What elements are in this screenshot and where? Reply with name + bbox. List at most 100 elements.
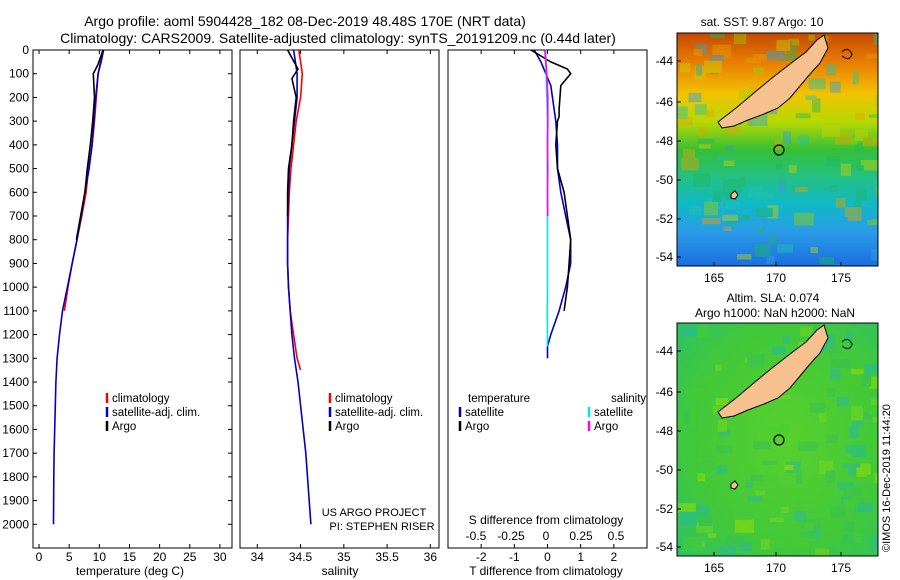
texture-cell: [776, 45, 787, 54]
map-x-tick-label: 165: [704, 271, 724, 285]
texture-cell: [842, 463, 861, 468]
x-tick-label: 25: [183, 550, 197, 564]
texture-cell: [739, 541, 752, 552]
texture-cell: [703, 201, 719, 216]
texture-cell: [708, 197, 724, 209]
texture-cell: [723, 179, 742, 193]
title-line-1: Argo profile: aoml 5904428_182 08-Dec-20…: [84, 13, 526, 29]
s-difference-xlabel: S difference from climatology: [469, 513, 624, 527]
texture-cell: [739, 362, 755, 374]
sst-map-frame: [676, 32, 879, 267]
texture-cell: [715, 445, 733, 454]
map-y-tick-label: -54: [656, 540, 674, 554]
texture-cell: [819, 257, 834, 265]
sst-field: [677, 33, 878, 266]
texture-cell: [840, 534, 853, 544]
texture-cell: [726, 145, 734, 151]
texture-cell: [696, 522, 713, 533]
argo-position-marker: [773, 144, 785, 156]
texture-cell: [854, 142, 864, 153]
texture-cell: [698, 144, 711, 149]
texture-cell: [697, 138, 715, 144]
temperature-panel: 0100200300400500600700800900100011001200…: [2, 43, 647, 578]
salinity-legend: climatology satellite-adj. clim. Argo: [328, 393, 423, 433]
y-tick-label: 700: [9, 209, 29, 223]
difference-x-axis: -2 -1 0 1 2: [476, 50, 617, 564]
texture-cell: [777, 394, 791, 400]
texture-cell: [869, 108, 878, 118]
texture-cell: [734, 519, 754, 533]
texture-cell: [855, 502, 873, 513]
texture-cell: [862, 137, 878, 147]
texture-cell: [874, 94, 878, 107]
texture-cell: [747, 354, 765, 368]
auckland-islands-land: [730, 190, 739, 200]
y-tick-label: 2000: [2, 517, 29, 531]
texture-cell: [857, 412, 873, 420]
texture-cell: [777, 244, 793, 253]
texture-cell: [718, 429, 731, 437]
texture-cell: [702, 202, 721, 207]
texture-cell: [852, 71, 859, 85]
texture-cell: [803, 523, 814, 531]
texture-cell: [696, 324, 709, 338]
series-line-climatology: [286, 50, 304, 371]
y-tick-label: 1600: [2, 422, 29, 436]
texture-cell: [755, 207, 773, 217]
texture-cell: [866, 53, 878, 59]
texture-cell: [837, 482, 855, 491]
sla-map-axes: -44 -46 -48 -50 -52 -54 165 170 175: [656, 344, 852, 575]
texture-cell: [710, 67, 719, 75]
texture-cell: [871, 219, 878, 226]
salinity-axes-box: [239, 49, 440, 549]
y-tick-label: 1400: [2, 375, 29, 389]
map-y-tick-label: -52: [656, 502, 674, 516]
south-island-land: [717, 34, 829, 129]
texture-cell: [788, 38, 799, 47]
texture-cell: [824, 547, 839, 554]
texture-cell: [762, 475, 778, 483]
texture-cell: [778, 51, 798, 62]
texture-cell: [850, 368, 864, 377]
x-tick-label: 34.5: [289, 550, 313, 564]
texture-cell: [745, 482, 753, 488]
south-island-land-2: [717, 324, 829, 419]
texture-cell: [815, 548, 830, 556]
s-tick-label: 0.5: [608, 529, 625, 543]
s-difference-x-axis: -0.5 -0.25 0 0.25 0.5: [466, 529, 625, 543]
texture-cell: [727, 126, 741, 134]
texture-cell: [704, 375, 718, 382]
argo-position-marker-2: [773, 434, 785, 446]
texture-cell: [808, 34, 815, 41]
salinity-x-axis: 34 34.5 35 35.5 36: [251, 50, 437, 564]
texture-cell: [715, 364, 722, 371]
texture-cell: [860, 374, 872, 387]
texture-cell: [686, 388, 704, 401]
texture-cell: [780, 506, 789, 513]
y-tick-label: 1300: [2, 351, 29, 365]
map-y-tick-label: -48: [656, 134, 674, 148]
texture-cell: [812, 98, 821, 113]
texture-cell: [848, 465, 863, 476]
texture-cell: [737, 254, 752, 260]
texture-cell: [872, 417, 878, 423]
texture-cell: [678, 503, 696, 513]
texture-cell: [769, 234, 778, 244]
texture-cell: [775, 163, 784, 171]
temperature-lines: [52, 50, 105, 525]
y-tick-label: 0: [22, 43, 29, 57]
x-tick-label: 0: [544, 550, 551, 564]
texture-cell: [699, 457, 717, 462]
texture-cell: [788, 165, 797, 173]
legend-label: Argo: [335, 421, 359, 433]
texture-cell: [876, 554, 878, 556]
difference-legend: temperature salinity satellite Argo satellit…: [458, 393, 646, 433]
y-tick-label: 200: [9, 90, 29, 104]
texture-cell: [873, 178, 878, 185]
texture-cell: [693, 48, 703, 56]
texture-cell: [722, 214, 738, 221]
texture-cell: [856, 189, 867, 201]
temperature-x-axis: 0 5 10 15 20 25 30: [36, 50, 227, 564]
texture-cell: [692, 173, 711, 187]
texture-cell: [808, 78, 826, 90]
